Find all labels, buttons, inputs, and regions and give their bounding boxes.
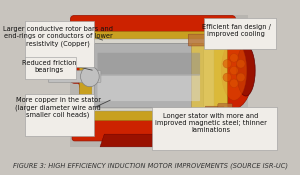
Circle shape [230,79,238,88]
FancyBboxPatch shape [25,94,94,136]
Text: Efficient fan design /
improved cooling: Efficient fan design / improved cooling [202,24,271,37]
FancyBboxPatch shape [205,106,224,121]
FancyBboxPatch shape [72,110,234,141]
Text: FIGURE 3: HIGH EFFICIENCY INDUCTION MOTOR IMPROVEMENTS (SOURCE ISR-UC): FIGURE 3: HIGH EFFICIENCY INDUCTION MOTO… [14,162,288,169]
FancyBboxPatch shape [92,39,214,111]
FancyBboxPatch shape [98,74,200,101]
Circle shape [223,60,231,68]
Ellipse shape [77,32,106,100]
Polygon shape [100,134,210,147]
Ellipse shape [81,66,99,87]
FancyBboxPatch shape [25,57,76,79]
FancyBboxPatch shape [94,43,203,108]
Circle shape [230,54,238,62]
Ellipse shape [215,32,253,109]
Text: Reduced friction
bearings: Reduced friction bearings [22,60,76,73]
FancyBboxPatch shape [79,31,227,120]
FancyBboxPatch shape [188,109,205,121]
Text: Larger conductive rotor bars and
end-rings or conductors of lower
resistivity (C: Larger conductive rotor bars and end-rin… [3,26,113,47]
FancyBboxPatch shape [188,34,205,46]
FancyBboxPatch shape [98,53,200,76]
FancyBboxPatch shape [205,32,224,46]
Text: More copper in the stator
(larger diameter wire and
smaller coil heads): More copper in the stator (larger diamet… [15,97,101,118]
FancyBboxPatch shape [70,15,236,83]
Circle shape [230,66,238,75]
FancyBboxPatch shape [218,104,232,121]
FancyBboxPatch shape [48,71,101,82]
Circle shape [223,73,231,82]
Ellipse shape [236,45,255,96]
Circle shape [236,73,245,82]
FancyBboxPatch shape [152,107,277,150]
Text: Longer stator with more and
improved magnetic steel; thinner
laminations: Longer stator with more and improved mag… [155,113,267,133]
Circle shape [236,60,245,68]
FancyBboxPatch shape [25,21,94,67]
FancyBboxPatch shape [192,43,227,110]
Ellipse shape [221,41,247,100]
Polygon shape [70,15,248,147]
FancyBboxPatch shape [204,18,276,49]
